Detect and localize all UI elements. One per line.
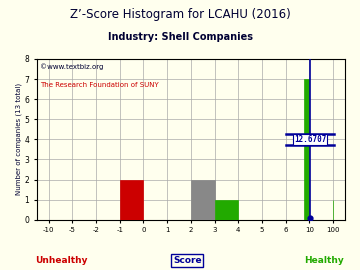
Text: Z’-Score Histogram for LCAHU (2016): Z’-Score Histogram for LCAHU (2016) [69,8,291,21]
Bar [120,180,144,220]
Y-axis label: Number of companies (13 total): Number of companies (13 total) [15,83,22,195]
Text: ©www.textbiz.org: ©www.textbiz.org [40,64,103,70]
Bar [191,180,215,220]
Bar [303,79,310,220]
Text: Unhealthy: Unhealthy [35,256,87,265]
Text: 12.6707: 12.6707 [294,135,326,144]
Text: Healthy: Healthy [304,256,344,265]
Bar [215,200,238,220]
Text: Industry: Shell Companies: Industry: Shell Companies [108,32,252,42]
Text: Score: Score [173,256,202,265]
Text: The Research Foundation of SUNY: The Research Foundation of SUNY [40,82,159,87]
